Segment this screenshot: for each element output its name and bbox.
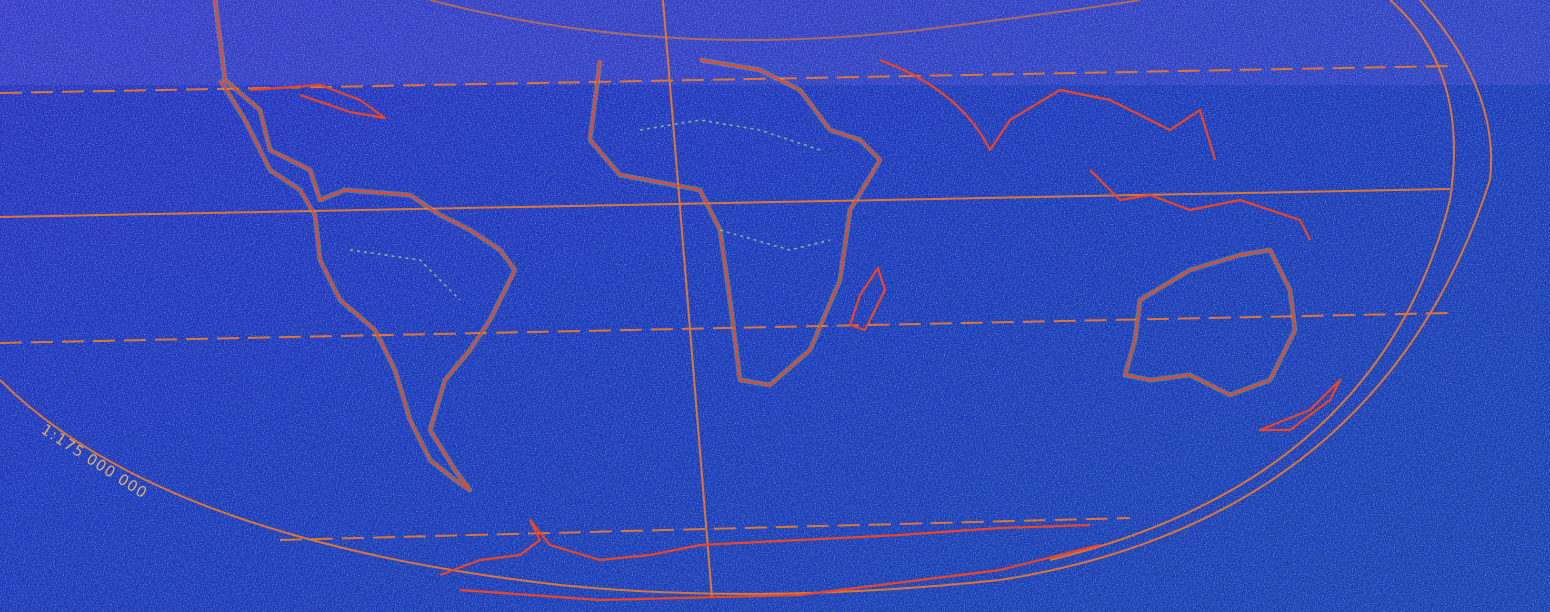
new-zealand bbox=[1258, 378, 1342, 432]
asia bbox=[879, 58, 1217, 161]
arc bbox=[429, 0, 1141, 41]
africa bbox=[588, 58, 882, 387]
borders bbox=[349, 119, 831, 301]
parallel bbox=[0, 65, 1451, 94]
madagascar bbox=[848, 266, 887, 332]
continents bbox=[212, 0, 1342, 602]
antarctica-edge bbox=[459, 543, 1101, 602]
parallel bbox=[0, 312, 1451, 344]
meridian bbox=[662, 0, 713, 599]
south-america bbox=[213, 0, 517, 492]
caribbean bbox=[249, 83, 387, 120]
australia bbox=[1123, 248, 1297, 397]
projection-outline bbox=[0, 0, 1493, 595]
parallel bbox=[279, 517, 1131, 541]
graticule bbox=[0, 0, 1493, 599]
equator bbox=[0, 188, 1451, 218]
indonesia bbox=[1089, 169, 1311, 241]
antarctica bbox=[439, 518, 1091, 577]
